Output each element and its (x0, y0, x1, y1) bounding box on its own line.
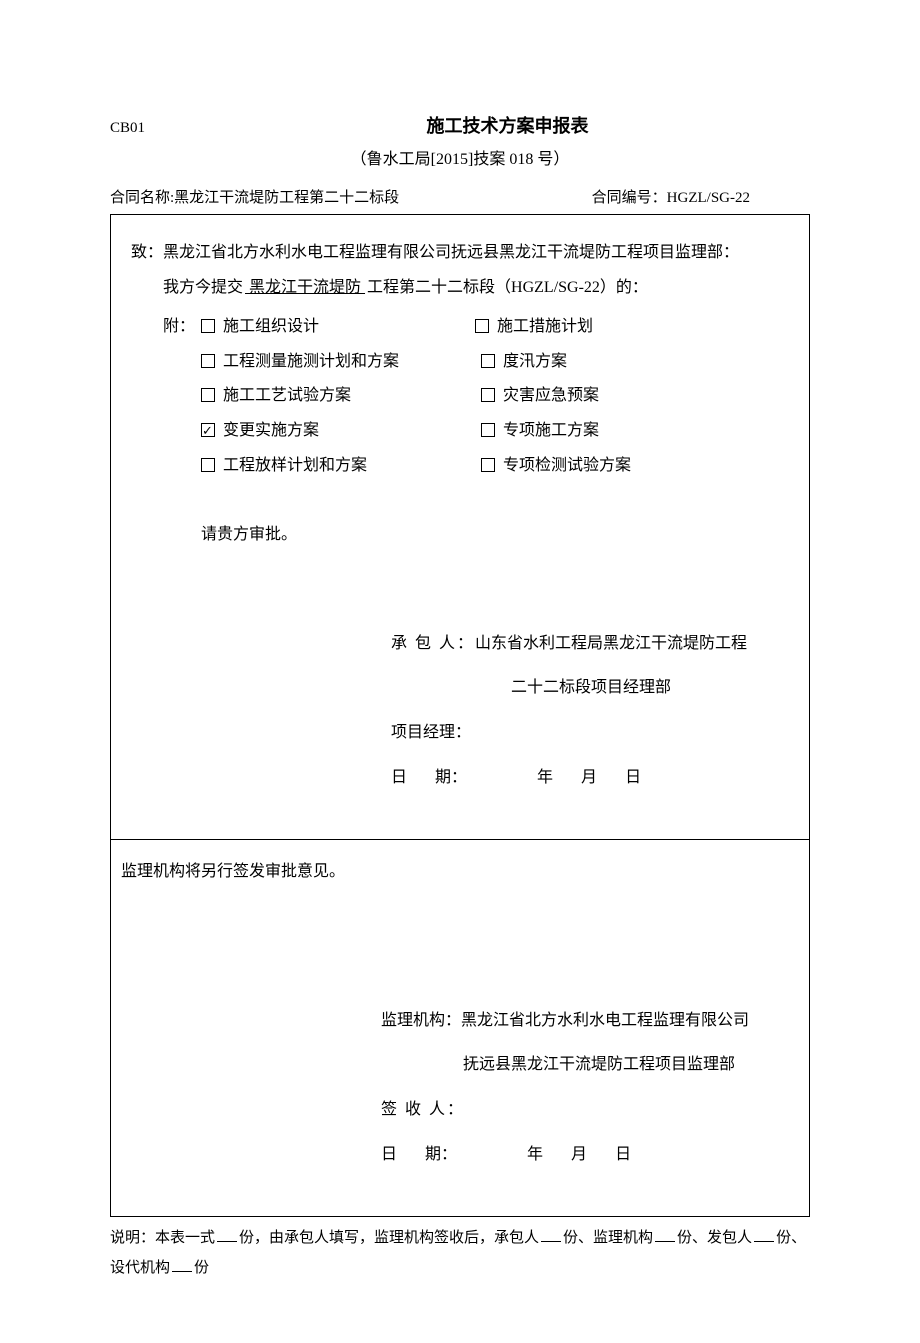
checkbox-item: 变更实施方案 (201, 417, 481, 446)
supervisor-org-line: 监理机构： 黑龙江省北方水利水电工程监理有限公司 (381, 1007, 789, 1036)
checkbox-icon[interactable] (201, 319, 215, 333)
checkbox-icon[interactable] (475, 319, 489, 333)
blank-field[interactable] (217, 1227, 237, 1242)
checkbox-item: 专项施工方案 (481, 417, 599, 446)
blank-field[interactable] (541, 1227, 561, 1242)
blank-field[interactable] (655, 1227, 675, 1242)
blank-field[interactable] (172, 1257, 192, 1272)
checkbox-icon[interactable] (201, 354, 215, 368)
lower-section: 监理机构将另行签发审批意见。 监理机构： 黑龙江省北方水利水电工程监理有限公司 … (111, 840, 809, 1216)
checkbox-icon-checked[interactable] (201, 423, 215, 437)
upper-section: 致：黑龙江省北方水利水电工程监理有限公司抚远县黑龙江干流堤防工程项目监理部： 我… (111, 215, 809, 840)
checkbox-item: 度汛方案 (481, 348, 567, 377)
checkbox-row: 工程测量施测计划和方案 度汛方案 (131, 348, 789, 377)
attach-label: 附： (163, 313, 195, 342)
checkbox-item: 施工措施计划 (475, 313, 593, 342)
contractor-line2: 二十二标段项目经理部 (391, 674, 789, 703)
contractor-signature-block: 承 包 人： 山东省水利工程局黑龙江干流堤防工程 二十二标段项目经理部 项目经理… (131, 630, 789, 793)
checkbox-icon[interactable] (481, 354, 495, 368)
checkbox-row: 变更实施方案 专项施工方案 (131, 417, 789, 446)
contract-row: 合同名称:黑龙江干流堤防工程第二十二标段 合同编号：HGZL/SG-22 (110, 185, 810, 212)
checkbox-icon[interactable] (481, 458, 495, 472)
supervisor-note: 监理机构将另行签发审批意见。 (121, 858, 789, 887)
please-approve: 请贵方审批。 (131, 521, 789, 550)
form-code: CB01 (110, 115, 145, 142)
checkbox-row: 工程放样计划和方案 专项检测试验方案 (131, 452, 789, 481)
main-form-box: 致：黑龙江省北方水利水电工程监理有限公司抚远县黑龙江干流堤防工程项目监理部： 我… (110, 214, 810, 1217)
checkbox-icon[interactable] (201, 388, 215, 402)
checkbox-item: 工程测量施测计划和方案 (201, 348, 481, 377)
checkbox-item: 施工组织设计 (201, 313, 475, 342)
form-title: 施工技术方案申报表 (265, 110, 750, 142)
supervisor-signature-block: 监理机构： 黑龙江省北方水利水电工程监理有限公司 抚远县黑龙江干流堤防工程项目监… (121, 1007, 789, 1170)
checkbox-icon[interactable] (481, 423, 495, 437)
date-line-lower: 日 期： 年 月 日 (381, 1141, 789, 1170)
submit-line: 我方今提交 黑龙江干流堤防 工程第二十二标段（HGZL/SG-22）的： (131, 274, 789, 303)
header-row: CB01 施工技术方案申报表 (110, 110, 810, 142)
contract-number: 合同编号：HGZL/SG-22 (592, 185, 810, 212)
date-line: 日 期： 年 月 日 (391, 764, 789, 793)
addressee-line: 致：黑龙江省北方水利水电工程监理有限公司抚远县黑龙江干流堤防工程项目监理部： (131, 239, 789, 268)
checkbox-item: 灾害应急预案 (481, 382, 599, 411)
checkbox-item: 专项检测试验方案 (481, 452, 631, 481)
checkbox-row: 施工工艺试验方案 灾害应急预案 (131, 382, 789, 411)
blank-field[interactable] (754, 1227, 774, 1242)
supervisor-org-line2: 抚远县黑龙江干流堤防工程项目监理部 (381, 1051, 789, 1080)
contractor-line: 承 包 人： 山东省水利工程局黑龙江干流堤防工程 (391, 630, 789, 659)
footer-note: 说明：本表一式份，由承包人填写，监理机构签收后，承包人份、监理机构份、发包人份、… (110, 1223, 810, 1283)
checkbox-row: 附： 施工组织设计 施工措施计划 (131, 313, 789, 342)
checkbox-icon[interactable] (201, 458, 215, 472)
checkbox-item: 施工工艺试验方案 (201, 382, 481, 411)
checkbox-item: 工程放样计划和方案 (201, 452, 481, 481)
receiver-line: 签 收 人： (381, 1096, 789, 1125)
contract-name: 合同名称:黑龙江干流堤防工程第二十二标段 (110, 185, 399, 212)
pm-line: 项目经理： (391, 719, 789, 748)
form-subtitle: （鲁水工局[2015]技案 018 号） (110, 146, 810, 175)
checkbox-icon[interactable] (481, 388, 495, 402)
